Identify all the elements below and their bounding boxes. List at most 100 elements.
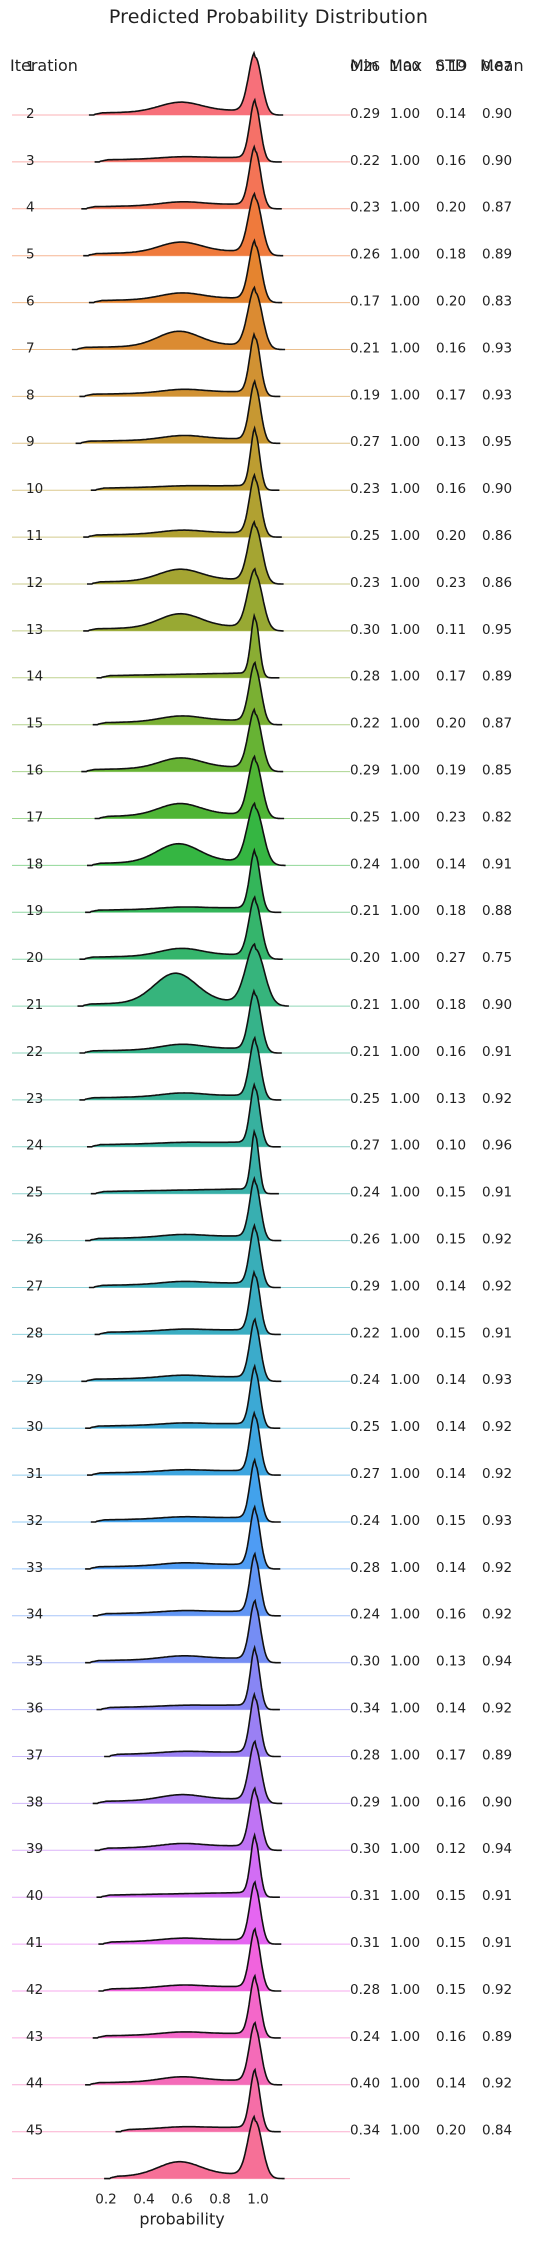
min-value-12: 0.23 (350, 575, 380, 591)
max-value-22: 1.00 (390, 1044, 420, 1060)
min-value-20: 0.20 (350, 950, 380, 966)
std-value-7: 0.16 (436, 340, 466, 356)
max-value-12: 1.00 (390, 575, 420, 591)
iteration-label-13: 13 (26, 622, 43, 638)
mean-value-26: 0.92 (482, 1232, 512, 1248)
iteration-label-21: 21 (26, 997, 43, 1013)
mean-value-37: 0.89 (482, 1747, 512, 1763)
ridge-outline-14 (92, 660, 283, 726)
iteration-label-36: 36 (26, 1701, 43, 1717)
mean-value-42: 0.92 (482, 1982, 512, 1998)
x-axis-label: probability (139, 2210, 224, 2229)
min-value-40: 0.31 (350, 1888, 380, 1904)
ridge-area-42 (92, 1975, 281, 2038)
ridge-outline-39 (96, 1832, 280, 1898)
ridge-outline-2 (94, 97, 282, 163)
max-value-10: 1.00 (390, 481, 420, 497)
max-value-40: 1.00 (390, 1888, 420, 1904)
min-value-16: 0.29 (350, 763, 380, 779)
mean-value-32: 0.93 (482, 1513, 512, 1529)
std-value-32: 0.15 (436, 1513, 466, 1529)
std-value-17: 0.23 (436, 809, 466, 825)
mean-value-44: 0.92 (482, 2076, 512, 2092)
iteration-label-5: 5 (26, 247, 35, 263)
ridge-area-29 (85, 1366, 281, 1429)
max-value-6: 1.00 (390, 294, 420, 310)
iteration-label-23: 23 (26, 1091, 43, 1107)
mean-value-5: 0.89 (482, 247, 512, 263)
x-tick-label: 0.4 (133, 2192, 154, 2208)
mean-value-18: 0.91 (482, 856, 512, 872)
mean-value-43: 0.89 (482, 2029, 512, 2045)
std-value-25: 0.15 (436, 1185, 466, 1201)
std-value-40: 0.15 (436, 1888, 466, 1904)
min-value-23: 0.25 (350, 1091, 380, 1107)
ridge-outline-6 (71, 285, 286, 351)
max-value-24: 1.00 (390, 1138, 420, 1154)
min-value-41: 0.31 (350, 1935, 380, 1951)
mean-value-45: 0.84 (482, 2123, 512, 2139)
ridge-outline-42 (92, 1973, 281, 2039)
std-value-33: 0.14 (436, 1560, 466, 1576)
mean-value-21: 0.90 (482, 997, 512, 1013)
std-value-13: 0.11 (436, 622, 466, 638)
ridge-area-35 (96, 1647, 280, 1710)
mean-value-8: 0.93 (482, 387, 512, 403)
ridge-outline-1 (88, 50, 284, 116)
ridge-area-21 (79, 991, 282, 1053)
mean-value-35: 0.94 (482, 1654, 512, 1670)
min-value-8: 0.19 (350, 387, 380, 403)
std-value-19: 0.18 (436, 903, 466, 919)
ridge-area-32 (85, 1506, 281, 1569)
header-std: STD (435, 56, 468, 75)
max-value-30: 1.00 (390, 1419, 420, 1435)
iteration-label-26: 26 (26, 1232, 43, 1248)
mean-value-34: 0.92 (482, 1607, 512, 1623)
ridge-area-30 (87, 1413, 281, 1476)
mean-value-7: 0.93 (482, 340, 512, 356)
ridge-area-18 (85, 850, 282, 913)
mean-value-12: 0.86 (482, 575, 512, 591)
mean-value-15: 0.87 (482, 716, 512, 732)
ridge-outline-8 (75, 378, 281, 445)
header-iteration: Iteration (10, 56, 78, 75)
min-value-27: 0.29 (350, 1278, 380, 1294)
std-value-9: 0.13 (436, 434, 466, 450)
x-tick-label: 1.0 (247, 2192, 268, 2208)
min-value-26: 0.26 (350, 1232, 380, 1248)
max-value-28: 1.00 (390, 1325, 420, 1341)
ridge-outline-34 (85, 1598, 281, 1664)
std-value-4: 0.20 (436, 200, 466, 216)
ridge-area-8 (75, 381, 281, 444)
max-value-16: 1.00 (390, 763, 420, 779)
ridge-area-43 (85, 2022, 283, 2085)
ridge-outline-21 (79, 988, 282, 1054)
ridge-outline-31 (90, 1457, 281, 1523)
std-value-37: 0.17 (436, 1747, 466, 1763)
max-value-45: 1.00 (390, 2123, 420, 2139)
ridge-area-16 (94, 756, 285, 819)
iteration-label-25: 25 (26, 1185, 43, 1201)
ridge-area-7 (79, 334, 281, 397)
std-value-22: 0.16 (436, 1044, 466, 1060)
max-value-13: 1.00 (390, 622, 420, 638)
mean-value-4: 0.87 (482, 200, 512, 216)
iteration-label-24: 24 (26, 1138, 43, 1154)
ridge-area-12 (83, 568, 284, 631)
ridge-outline-17 (87, 801, 286, 867)
max-value-27: 1.00 (390, 1278, 420, 1294)
std-value-42: 0.15 (436, 1982, 466, 1998)
min-value-11: 0.25 (350, 528, 380, 544)
mean-value-17: 0.82 (482, 809, 512, 825)
iteration-label-6: 6 (26, 294, 35, 310)
max-value-20: 1.00 (390, 950, 420, 966)
mean-value-28: 0.91 (482, 1325, 512, 1341)
max-value-33: 1.00 (390, 1560, 420, 1576)
max-value-29: 1.00 (390, 1372, 420, 1388)
x-tick-label: 0.2 (95, 2192, 116, 2208)
max-value-7: 1.00 (390, 340, 420, 356)
ridge-outline-20 (77, 942, 289, 1007)
ridge-outline-33 (92, 1551, 281, 1617)
max-value-18: 1.00 (390, 856, 420, 872)
iteration-label-32: 32 (26, 1513, 43, 1529)
